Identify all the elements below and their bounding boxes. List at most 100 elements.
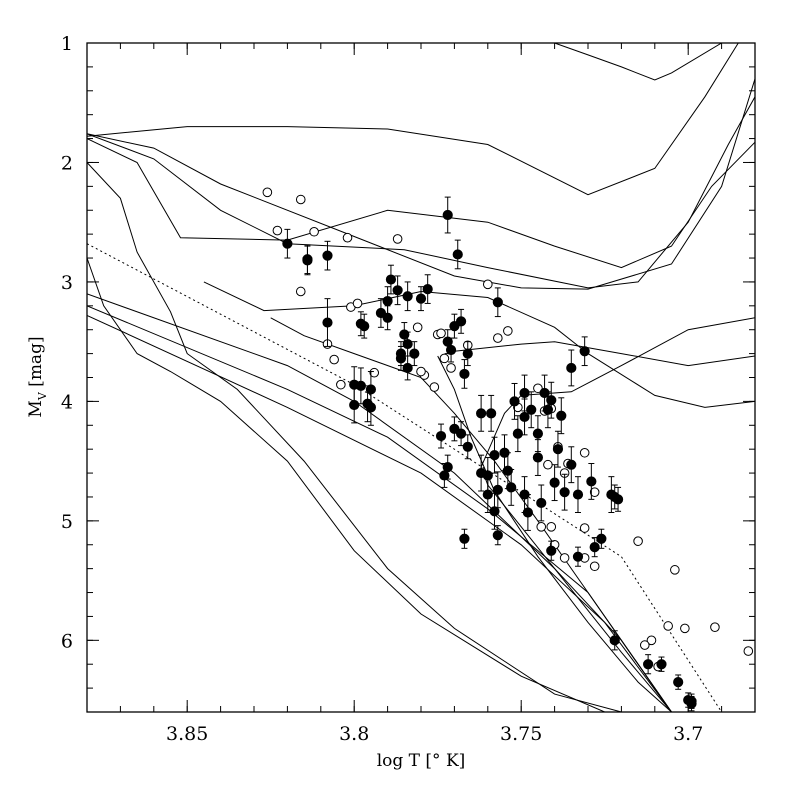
filled-data-point [556,410,567,421]
tick-labels: 3.85 3.8 3.75 3.7 1 2 3 4 5 6 [61,33,703,745]
data-points [262,187,754,712]
open-data-point [429,382,440,392]
y-axis-label-subscript: V [36,391,49,401]
open-data-point [436,328,446,339]
filled-data-point [512,428,523,439]
y-tick-label: 6 [61,630,73,652]
open-data-point [439,353,450,364]
y-tick-label: 2 [61,152,73,174]
isochrone-line [87,43,739,196]
filled-data-point [382,295,393,307]
x-tick-label: 3.85 [166,723,208,745]
open-data-point [670,565,680,575]
filled-data-point [455,428,467,439]
open-data-point [352,298,363,309]
axis-ticks [86,42,756,713]
filled-data-point [559,487,570,498]
open-data-point [262,187,273,198]
open-data-point [633,536,643,546]
filled-data-point [509,396,520,407]
open-data-point [579,447,590,458]
open-data-point [579,523,590,533]
open-data-point [639,640,650,650]
filled-data-point [492,297,503,308]
open-data-point [295,286,306,297]
filled-data-point [482,489,493,500]
isochrone-line [87,96,755,289]
filled-data-point [445,344,457,356]
filled-data-point [486,408,497,419]
filled-data-point [462,348,473,359]
isochrone-line [437,355,672,712]
isochrone-line [87,257,605,712]
open-data-point [446,363,456,373]
filled-data-point [435,430,447,442]
filled-data-point [492,484,503,495]
filled-data-point [519,387,530,399]
filled-data-point [539,387,550,399]
filled-data-point [449,321,460,332]
filled-data-point [596,533,607,544]
open-data-point [646,635,657,646]
open-data-point [680,623,690,634]
filled-data-point [349,399,360,411]
isochrone-line [87,138,755,269]
isochrone-line [270,317,672,712]
filled-data-point [586,476,597,487]
filled-data-point [673,677,684,688]
isochrone-line [203,281,755,408]
filled-data-point [302,255,313,266]
filled-data-point [589,542,600,553]
filled-data-point [476,408,487,419]
filled-data-point [459,533,470,544]
filled-data-point [402,291,413,302]
open-data-point [663,621,673,631]
zams-line [87,293,672,712]
filled-data-point [579,346,590,357]
open-data-point [309,226,319,237]
filled-data-point [552,444,564,455]
filled-data-point [522,507,533,518]
open-data-point [536,522,547,532]
y-axis-label: MV [mag] [26,336,49,417]
filled-data-point [402,362,413,374]
open-data-point [559,553,570,563]
filled-data-point [506,482,517,493]
filled-data-point [322,250,333,261]
y-tick-label: 3 [61,272,73,294]
open-data-point [392,234,403,244]
filled-data-point [546,395,557,406]
open-data-point [483,279,493,290]
isochrone-line [554,43,722,81]
filled-data-point [282,238,293,249]
open-data-point [295,194,306,205]
filled-data-point [385,274,397,285]
filled-data-point [365,402,376,413]
isochrone-line [87,162,622,712]
filled-data-point [489,506,500,517]
isochrone-line [87,78,755,290]
open-data-point [412,322,423,333]
filled-data-point [612,494,624,505]
filled-data-point [359,321,370,332]
open-data-point [743,646,754,656]
dotted-reference-line [87,243,723,712]
filled-data-point [499,447,510,458]
filled-data-point [542,404,554,415]
filled-data-point [532,428,544,439]
open-data-point [416,366,426,377]
filled-data-point [656,659,667,670]
filled-data-point [566,362,577,374]
y-tick-label: 5 [61,511,73,533]
open-data-point [589,487,600,497]
open-data-point [493,333,503,343]
filled-data-point [382,312,393,323]
filled-data-point [492,530,503,541]
filled-data-point [442,461,453,473]
filled-data-point [392,285,403,296]
y-tick-label: 4 [61,391,73,413]
filled-data-point [643,659,654,670]
filled-data-point [536,497,547,509]
filled-data-point [609,635,620,646]
